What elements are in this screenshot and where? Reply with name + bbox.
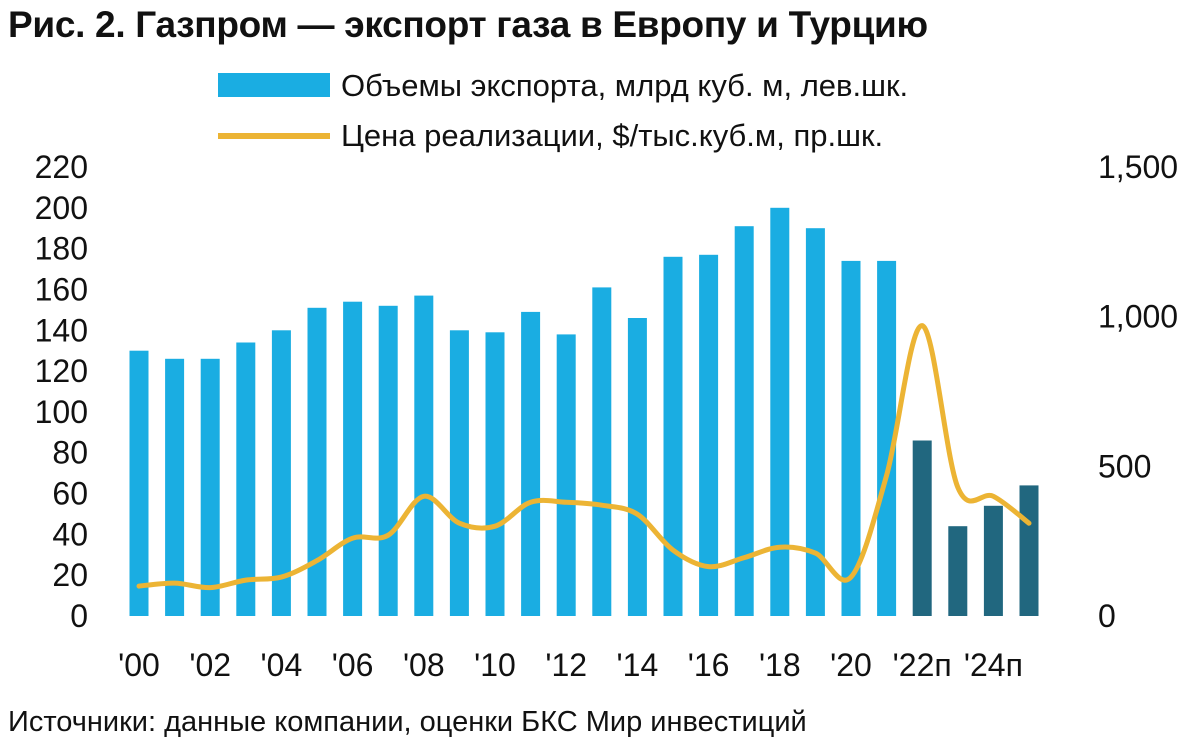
bar — [343, 301, 363, 616]
bar — [841, 260, 861, 616]
bar — [414, 295, 434, 616]
x-tick-label: '12 — [545, 647, 587, 683]
chart-title: Рис. 2. Газпром — экспорт газа в Европу … — [8, 4, 928, 45]
bar — [912, 440, 932, 616]
x-tick-label: '20 — [830, 647, 872, 683]
bar — [877, 260, 897, 616]
y-right-tick-label: 0 — [1098, 598, 1116, 634]
bar — [485, 332, 505, 616]
y-left-tick-label: 60 — [52, 476, 88, 512]
source-note: Источники: данные компании, оценки БКС М… — [8, 706, 807, 738]
x-tick-label: '00 — [118, 647, 160, 683]
x-tick-label: '14 — [617, 647, 659, 683]
y-left-tick-label: 140 — [35, 312, 88, 348]
bar — [556, 334, 576, 616]
x-tick-label: '10 — [474, 647, 516, 683]
bar — [307, 307, 327, 616]
y-left-tick-label: 120 — [35, 353, 88, 389]
bar — [699, 254, 719, 617]
y-right-tick-label: 1,000 — [1098, 299, 1178, 335]
y-axis-right: 0 500 1,000 1,500 — [1098, 149, 1178, 634]
y-left-tick-label: 180 — [35, 231, 88, 267]
legend-swatch-bars — [218, 73, 330, 97]
y-left-tick-label: 80 — [52, 435, 88, 471]
x-tick-label: '02 — [189, 647, 231, 683]
x-tick-label: '06 — [332, 647, 374, 683]
bar-series — [129, 207, 1039, 617]
bar — [236, 342, 256, 616]
x-tick-label: '08 — [403, 647, 445, 683]
x-axis: '00 '02 '04 '06 '08 '10 '12 '14 '16 '18 '20 '22п '24… — [118, 647, 1023, 683]
y-right-tick-label: 1,500 — [1098, 149, 1178, 185]
legend-label-line: Цена реализации, $/тыс.куб.м, пр.шк. — [341, 118, 883, 153]
x-tick-label: '24п — [964, 647, 1023, 683]
bar — [521, 311, 541, 616]
y-left-tick-label: 200 — [35, 190, 88, 226]
x-tick-label: '16 — [688, 647, 730, 683]
legend: Объемы экспорта, млрд куб. м, лев.шк. Це… — [218, 68, 908, 153]
bar — [1019, 485, 1039, 616]
x-tick-label: '04 — [261, 647, 303, 683]
bar — [627, 318, 647, 616]
y-right-tick-label: 500 — [1098, 448, 1151, 484]
bar — [770, 207, 790, 617]
y-left-tick-label: 40 — [52, 516, 88, 552]
y-left-tick-label: 220 — [35, 149, 88, 185]
bar — [663, 256, 683, 616]
bar — [378, 305, 398, 616]
x-tick-label: '22п — [893, 647, 952, 683]
price-line — [136, 323, 1032, 591]
y-left-tick-label: 20 — [52, 557, 88, 593]
bar — [129, 350, 149, 616]
y-left-tick-label: 160 — [35, 271, 88, 307]
y-left-tick-label: 100 — [35, 394, 88, 430]
bar — [200, 358, 220, 616]
legend-label-bars: Объемы экспорта, млрд куб. м, лев.шк. — [341, 68, 908, 103]
bar — [165, 358, 185, 616]
x-tick-label: '18 — [759, 647, 801, 683]
bar — [271, 330, 291, 616]
y-axis-left: 0 20 40 60 80 100 120 140 160 180 200 220 — [35, 149, 88, 634]
line-series — [136, 323, 1032, 591]
bar — [449, 330, 469, 616]
bar — [948, 526, 968, 616]
bar — [983, 505, 1003, 616]
y-left-tick-label: 0 — [70, 598, 88, 634]
bar — [805, 228, 825, 616]
bar — [734, 226, 754, 616]
bar — [592, 287, 612, 616]
